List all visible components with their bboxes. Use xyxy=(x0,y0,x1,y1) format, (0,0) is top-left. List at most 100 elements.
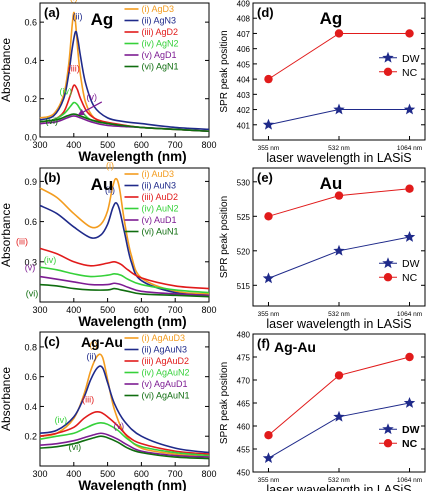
panel-label: (b) xyxy=(44,170,61,185)
y-tick-label: 0.6 xyxy=(24,372,37,382)
x-tick-label: 300 xyxy=(32,140,47,150)
legend-entry: (v) AgAuD1 xyxy=(142,379,188,389)
data-point-marker xyxy=(333,244,345,256)
y-axis-title: Absorbance xyxy=(0,367,13,431)
series-line-nc xyxy=(268,356,410,436)
x-tick-label: 700 xyxy=(168,469,183,479)
legend-entry: (vi) AgAuN1 xyxy=(142,391,190,401)
legend-entry: NC xyxy=(402,67,418,79)
legend-marker xyxy=(383,273,393,282)
peak-annotation: (vi) xyxy=(26,289,39,299)
y-tick-label: 401 xyxy=(237,121,251,130)
legend-entry: (i) AuD3 xyxy=(142,169,175,179)
data-point-marker xyxy=(333,103,345,115)
series-line--vi-aun1 xyxy=(39,283,210,298)
data-point-marker xyxy=(264,212,273,221)
panel-f: 450 455 460 465 470 475 480 355 nm 532 nm 1064 nm… xyxy=(219,331,426,491)
x-tick-label: 500 xyxy=(100,305,115,315)
legend-entry: (iii) AuD2 xyxy=(142,192,179,202)
legend-marker xyxy=(382,423,394,435)
data-point-marker xyxy=(405,29,414,38)
x-tick-label: 400 xyxy=(66,469,81,479)
series-line--ii-agaun3 xyxy=(39,365,210,454)
y-tick-label: 480 xyxy=(237,331,251,340)
y-tick-label: 0.0 xyxy=(24,133,37,143)
y-tick-label: 0.6 xyxy=(24,18,37,28)
y-tick-label: 403 xyxy=(237,91,251,100)
panel-b: 0.3 0.6 0.9 300 400 500 600 700 800 Wavelength (n… xyxy=(0,161,217,329)
legend-marker xyxy=(383,439,393,448)
y-tick-label: 520 xyxy=(237,247,251,256)
x-axis-title: Wavelength (nm) xyxy=(78,314,186,329)
legend-entry: (iii) AgD2 xyxy=(142,27,179,37)
data-point-marker xyxy=(264,431,273,440)
y-tick-label: 0.2 xyxy=(24,94,37,104)
series-line--i-agaud3 xyxy=(39,353,210,458)
y-axis-title: Absorbance xyxy=(0,38,13,102)
data-point-marker xyxy=(262,452,275,464)
legend-entry: (i) AgD3 xyxy=(142,4,175,14)
data-point-marker xyxy=(403,231,416,242)
x-tick-label: 532 nm xyxy=(328,477,350,484)
x-axis-title: Wavelength (nm) xyxy=(78,478,186,491)
x-tick-label: 600 xyxy=(134,305,149,315)
x-tick-label: 700 xyxy=(168,305,183,315)
y-tick-label: 0.2 xyxy=(24,432,37,442)
data-point-marker xyxy=(334,191,344,200)
data-point-marker xyxy=(403,397,416,408)
series-line--v-agd1 xyxy=(39,115,210,133)
y-axis-title: SPR peak position xyxy=(219,196,230,278)
peak-annotation: (v) xyxy=(25,263,36,273)
peak-annotation: (iv) xyxy=(55,415,68,425)
x-tick-label: 400 xyxy=(66,305,81,315)
legend-entry: (iv) AgN2 xyxy=(142,39,179,49)
y-tick-label: 465 xyxy=(237,400,251,409)
y-tick-label: 408 xyxy=(237,15,251,24)
x-axis-title: Wavelength (nm) xyxy=(78,149,186,164)
x-tick-label: 300 xyxy=(32,469,47,479)
legend-entry: (ii) AgAuN3 xyxy=(142,345,188,355)
peak-annotation: (iii) xyxy=(16,236,28,246)
series-line--v-aud1 xyxy=(39,275,210,297)
element-label: Au xyxy=(91,175,114,194)
x-tick-label: 355 nm xyxy=(258,477,280,484)
peak-annotation: (v) xyxy=(114,421,125,431)
x-tick-label: 400 xyxy=(66,140,81,150)
x-tick-label: 532 nm xyxy=(328,311,350,318)
y-tick-label: 530 xyxy=(237,178,251,187)
y-axis-title: SPR peak position xyxy=(219,362,230,444)
y-tick-label: 475 xyxy=(237,354,251,363)
panel-label: (e) xyxy=(257,170,273,185)
x-tick-label: 800 xyxy=(201,469,216,479)
series-line--vi-agn1 xyxy=(39,113,210,133)
peak-annotation: (i) xyxy=(70,0,78,3)
peak-annotation: (iv) xyxy=(44,255,57,265)
series-line--iii-agaud2 xyxy=(39,410,210,455)
panel-a: 0.0 0.2 0.4 0.6 300 400 500 600 700 800 Wavelength… xyxy=(0,0,217,164)
legend-entry: (iv) AgAuN2 xyxy=(142,368,190,378)
peak-annotation: (iii) xyxy=(68,63,80,73)
x-axis-title: laser wavelength in LASiS xyxy=(266,151,411,165)
peak-annotation: (i) xyxy=(106,161,114,171)
x-axis-title: laser wavelength in LASiS xyxy=(266,317,411,331)
x-tick-label: 700 xyxy=(168,140,183,150)
y-tick-label: 407 xyxy=(237,30,251,39)
series-line--vi-agaun1 xyxy=(39,435,210,460)
arrowhead-icon xyxy=(77,108,85,115)
data-point-marker xyxy=(264,74,273,84)
x-tick-label: 1064 nm xyxy=(397,145,422,152)
data-point-marker xyxy=(262,118,275,130)
y-tick-label: 455 xyxy=(237,446,251,455)
x-tick-label: 300 xyxy=(32,305,47,315)
y-tick-label: 404 xyxy=(237,76,251,85)
panel-d: 401 402 403 404 405 406 407 408 409 355 nm 532 nm 1… xyxy=(219,0,426,165)
legend-entry: (i) AgAuD3 xyxy=(142,333,186,343)
legend-entry: (vi) AgN1 xyxy=(142,62,179,72)
x-tick-label: 800 xyxy=(201,305,216,315)
legend-entry: (ii) AuN3 xyxy=(142,181,177,191)
y-tick-label: 470 xyxy=(237,377,251,386)
plot-frame xyxy=(39,167,210,303)
peak-annotation: (i) xyxy=(89,340,97,350)
data-point-marker xyxy=(334,29,344,38)
